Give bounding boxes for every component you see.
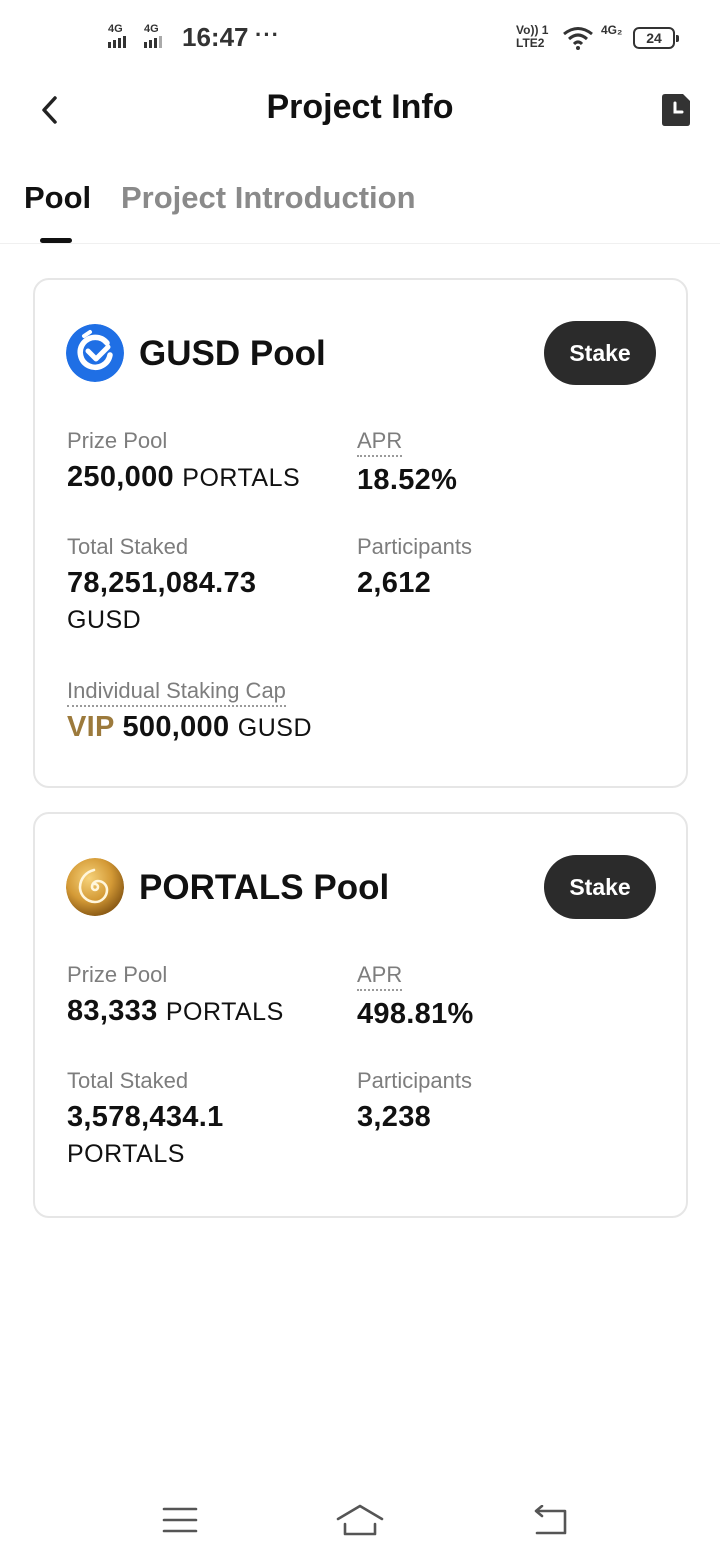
prize-pool-label: Prize Pool [67,962,168,987]
home-button[interactable] [330,1498,390,1542]
participants-stat: Participants 3,238 [357,1068,472,1134]
prize-pool-value: 83,333 [67,995,158,1027]
portals-pool-card: PORTALS Pool Stake Prize Pool 83,333 POR… [33,812,688,1218]
staking-cap-label[interactable]: Individual Staking Cap [67,678,286,707]
staking-cap-value: 500,000 [122,711,230,743]
gusd-pool-card: GUSD Pool Stake Prize Pool 250,000 PORTA… [33,278,688,788]
apr-stat: APR 18.52% [357,428,457,497]
prize-pool-label: Prize Pool [67,428,168,453]
chevron-left-icon [42,96,57,124]
stake-button[interactable]: Stake [544,855,656,919]
system-navigation-bar [0,1480,720,1560]
battery-level: 24 [646,30,662,46]
status-more-icon: ··· [255,22,280,47]
prize-pool-stat: Prize Pool 83,333 PORTALS [67,962,284,1028]
home-icon [336,1504,384,1536]
stake-button[interactable]: Stake [544,321,656,385]
pool-title: GUSD Pool [139,334,326,373]
records-button[interactable] [656,90,696,130]
pool-title: PORTALS Pool [139,868,390,907]
prize-pool-unit: PORTALS [165,998,284,1026]
network-4g-icon: 4G₂ [601,23,623,37]
total-staked-value: 78,251,084.73 [67,567,257,599]
status-bar: 4G 4G 16:47 ··· Vo)) 1 LTE2 4G₂ 24 [0,0,720,76]
document-clock-icon [662,94,690,126]
participants-label: Participants [357,1068,472,1093]
apr-stat: APR 498.81% [357,962,474,1031]
wifi-icon [562,26,594,55]
status-time: 16:47 [182,22,249,52]
staking-cap-stat: Individual Staking Cap VIP 500,000 GUSD [67,678,312,744]
total-staked-unit: PORTALS [67,1140,185,1168]
total-staked-unit: GUSD [67,606,142,634]
participants-value: 2,612 [357,567,432,599]
total-staked-stat: Total Staked 78,251,084.73 GUSD [67,534,256,635]
total-staked-label: Total Staked [67,534,189,559]
participants-stat: Participants 2,612 [357,534,472,600]
volte-icon: Vo)) 1 LTE2 [516,23,549,50]
total-staked-label: Total Staked [67,1068,189,1093]
prize-pool-unit: PORTALS [182,464,301,492]
system-back-button[interactable] [520,1498,580,1542]
apr-label[interactable]: APR [357,962,403,991]
app-header: Project Info [0,76,720,146]
page-title: Project Info [266,88,454,126]
menu-icon [162,1507,198,1533]
sim2-signal-icon: 4G [144,24,162,48]
total-staked-stat: Total Staked 3,578,434.1 PORTALS [67,1068,224,1169]
recent-apps-button[interactable] [150,1498,210,1542]
tab-pool[interactable]: Pool [24,180,92,215]
vip-badge: VIP [67,711,115,743]
apr-value: 18.52% [357,464,458,496]
tab-active-indicator [40,238,72,243]
battery-icon: 24 [633,27,679,49]
tab-bar: Pool Project Introduction [0,172,720,244]
back-button[interactable] [30,90,70,130]
prize-pool-value: 250,000 [67,461,174,493]
prize-pool-stat: Prize Pool 250,000 PORTALS [67,428,300,494]
participants-value: 3,238 [357,1101,432,1133]
tab-project-introduction[interactable]: Project Introduction [121,180,416,215]
participants-label: Participants [357,534,472,559]
total-staked-value: 3,578,434.1 [67,1101,224,1133]
apr-value: 498.81% [357,998,474,1030]
staking-cap-unit: GUSD [237,714,313,742]
apr-label[interactable]: APR [357,428,403,457]
portals-coin-icon [66,858,124,916]
gusd-coin-icon [66,324,124,382]
sim1-signal-icon: 4G [108,24,126,48]
back-arrow-icon [534,1505,567,1535]
